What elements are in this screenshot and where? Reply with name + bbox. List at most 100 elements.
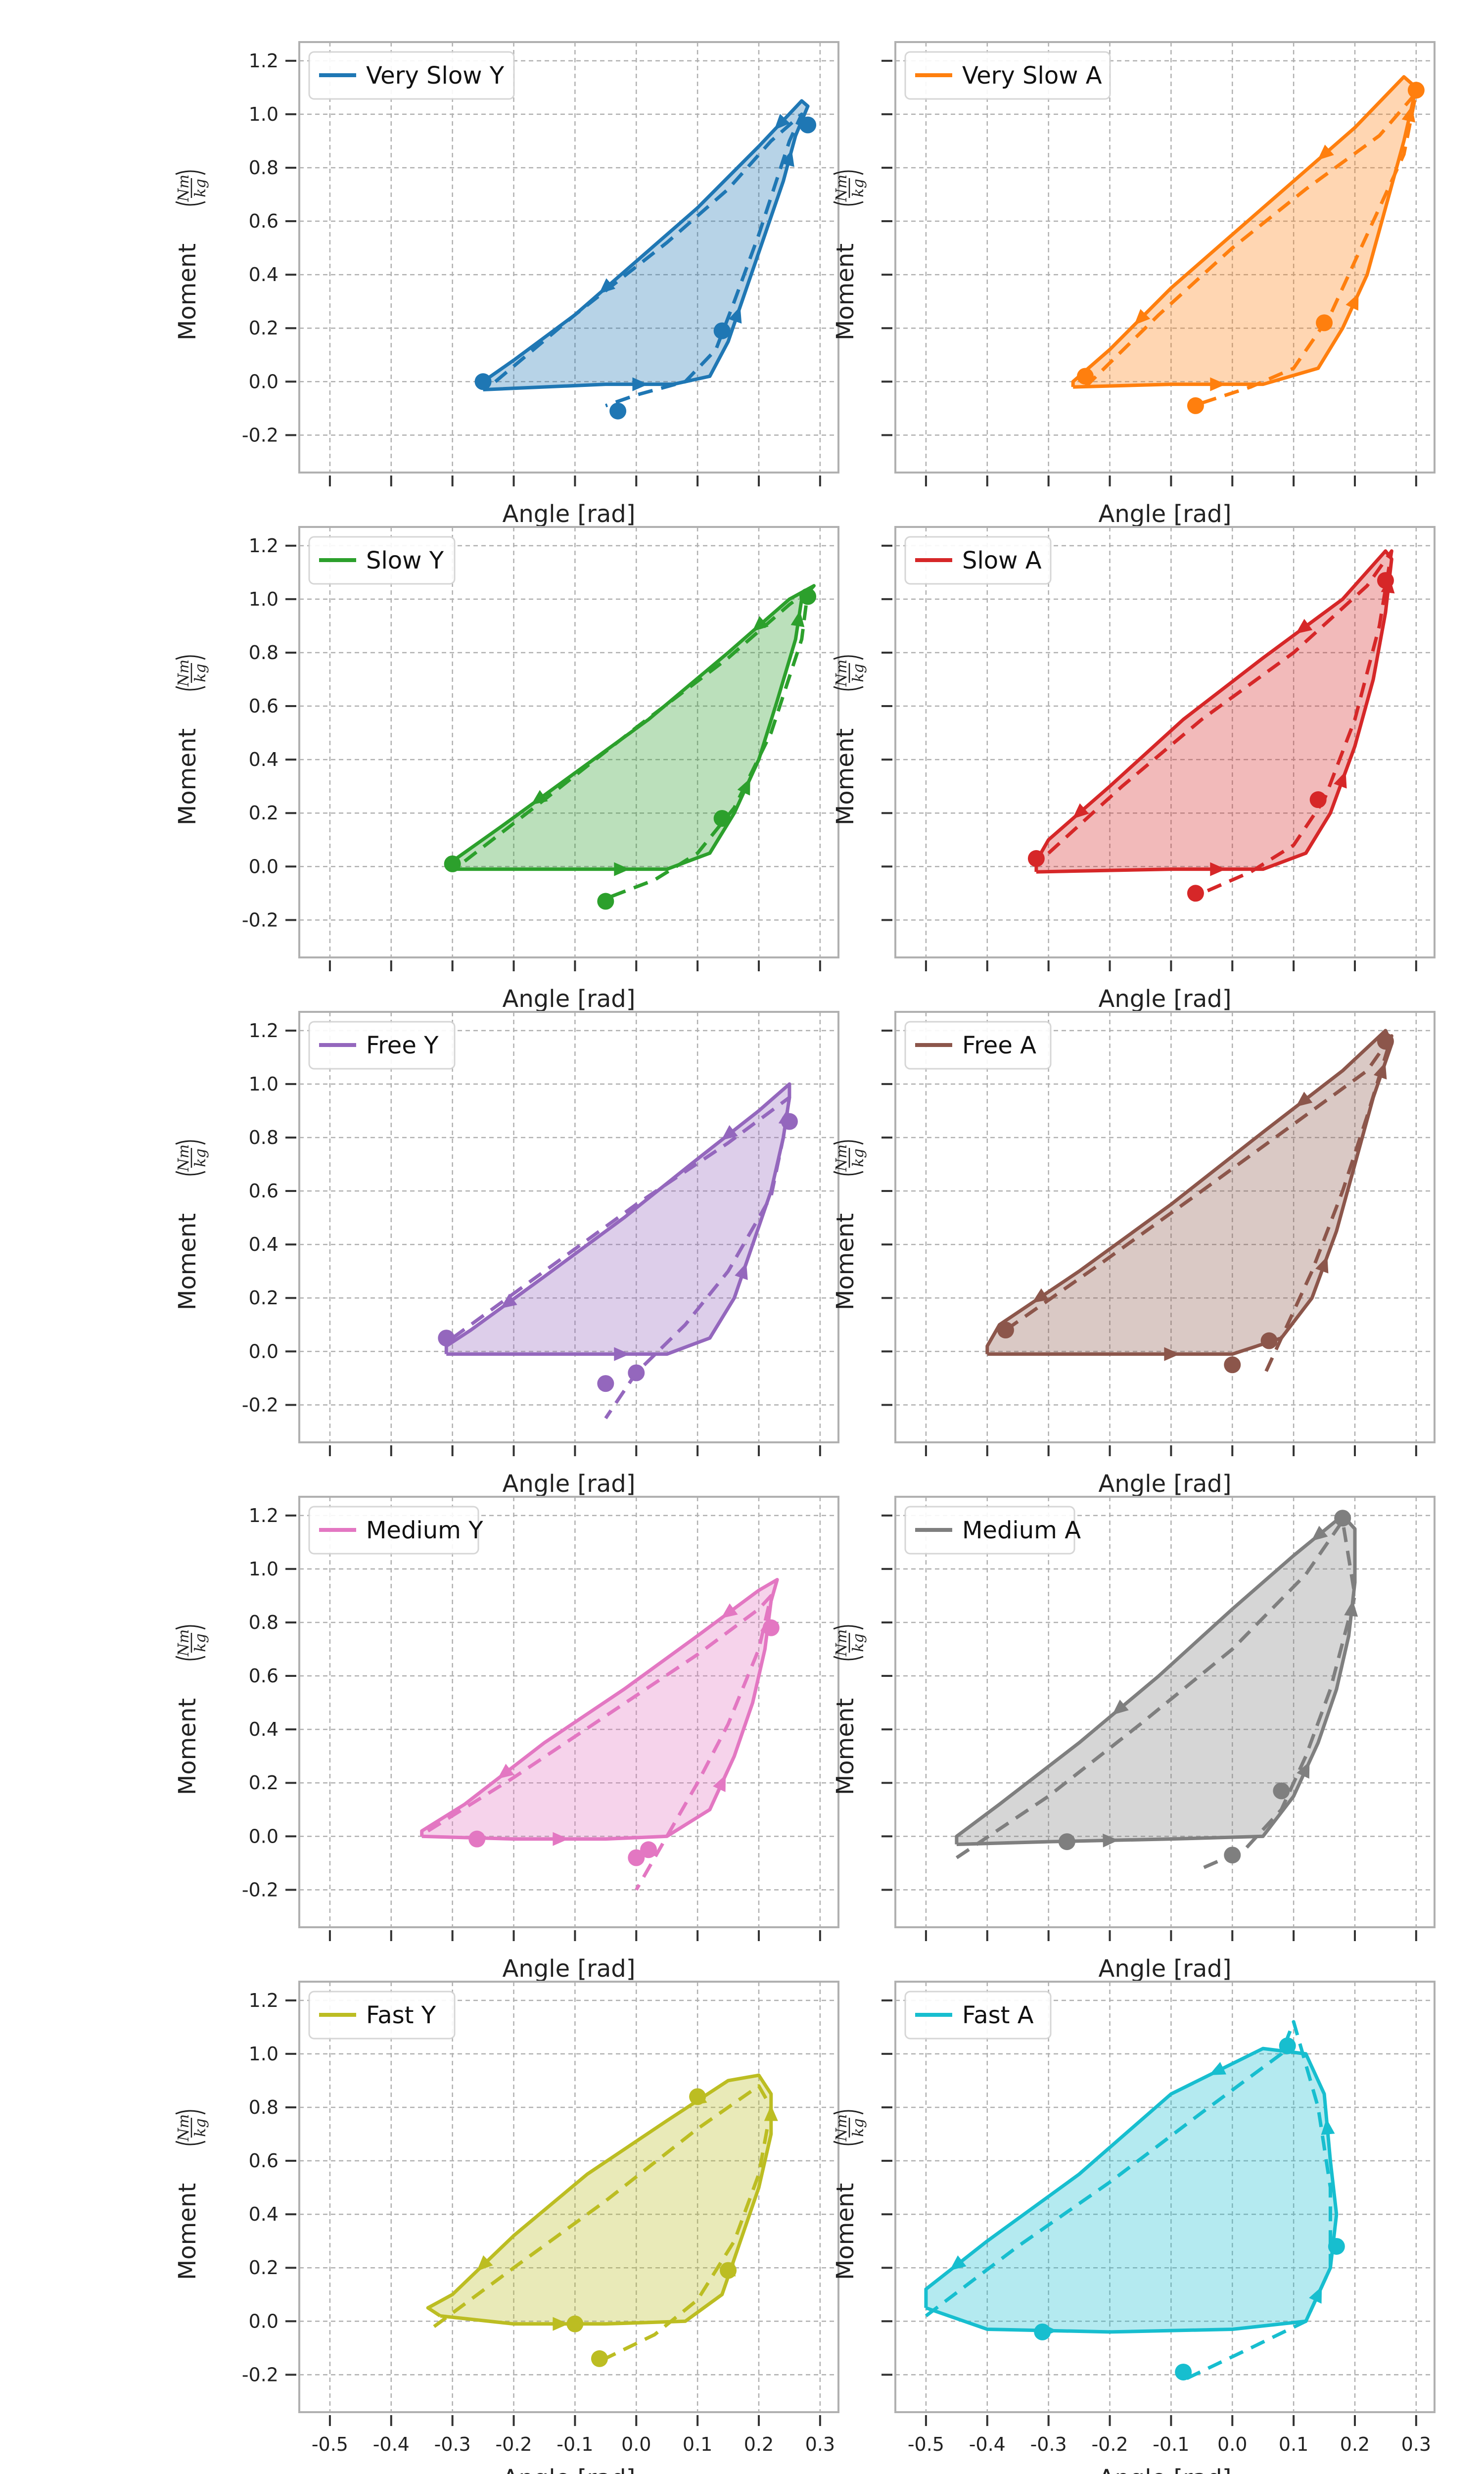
direction-arrow xyxy=(553,2317,569,2331)
y-unit-bracket-right xyxy=(833,1140,864,1145)
legend-box xyxy=(904,1991,1052,2040)
y-unit-bracket-right xyxy=(833,655,864,660)
y-axis-label-text: Moment xyxy=(832,728,859,825)
y-unit-bracket-right xyxy=(175,655,206,660)
y-axis-label: Moment Nm kg xyxy=(174,655,209,825)
event-marker-3 xyxy=(1377,572,1394,589)
legend-box xyxy=(308,1021,456,1070)
y-unit-bracket-left xyxy=(833,1171,864,1176)
x-tick-label: 0.3 xyxy=(805,2433,835,2455)
dashed-line xyxy=(427,1594,773,1891)
x-axis-label: Angle [rad] xyxy=(1099,500,1232,528)
event-marker-2 xyxy=(1273,1782,1290,1800)
plot-frame xyxy=(894,1496,1436,1928)
y-tick-label: -0.2 xyxy=(242,1394,278,1416)
y-tick-label: 0.8 xyxy=(249,1612,278,1633)
y-unit-numerator: Nm xyxy=(833,2114,850,2142)
direction-arrow xyxy=(614,1347,630,1361)
event-marker-3 xyxy=(799,588,817,605)
x-axis-label: Angle [rad] xyxy=(503,1470,636,1498)
event-marker-1 xyxy=(566,2315,584,2332)
y-tick-label: 1.2 xyxy=(249,535,278,557)
y-tick-label: 1.0 xyxy=(249,103,278,125)
y-unit-bracket-right xyxy=(175,1140,206,1145)
y-unit-bracket-left xyxy=(175,1171,206,1176)
x-tick-label: -0.2 xyxy=(1091,2433,1128,2455)
legend-box xyxy=(308,51,515,100)
y-unit-bracket-left xyxy=(175,1656,206,1661)
y-tick-label: 1.2 xyxy=(249,1990,278,2011)
direction-arrow xyxy=(1296,618,1313,634)
legend-label: Free A xyxy=(962,1032,1036,1059)
dashed-line xyxy=(925,2020,1332,2382)
legend-label: Fast Y xyxy=(366,2001,436,2029)
event-marker-3 xyxy=(1377,1033,1394,1050)
legend-label: Free Y xyxy=(366,1032,439,1059)
y-tick-label: 1.0 xyxy=(249,1073,278,1095)
y-unit-denominator: kg xyxy=(850,664,867,682)
direction-arrow xyxy=(1134,309,1151,326)
y-unit-denominator: kg xyxy=(192,1148,209,1167)
x-axis-label: Angle [rad] xyxy=(1099,985,1232,1013)
x-axis-label: Angle [rad] xyxy=(1099,2465,1232,2474)
plot-frame xyxy=(298,1011,839,1443)
subplot-10: -0.5 -0.4 -0.3 -0.2 -0.1 0.0 0.1 0.2 0.3 Angle [r… xyxy=(832,1981,1436,2474)
event-marker-4 xyxy=(1187,885,1204,902)
y-tick-label: 0.6 xyxy=(249,210,278,232)
subplot-1: -0.2 0.0 0.2 0.4 0.6 0.8 1.0 1.2 Angle [rad] Mome… xyxy=(174,41,839,528)
plot-frame xyxy=(894,41,1436,474)
y-unit-numerator: Nm xyxy=(833,660,850,687)
direction-arrow xyxy=(1317,144,1334,160)
y-tick-label: 0.4 xyxy=(249,2203,278,2225)
loop-line xyxy=(955,1514,1357,1846)
y-unit-denominator: kg xyxy=(850,179,867,197)
event-marker-1 xyxy=(1058,1833,1075,1851)
event-marker-3 xyxy=(1279,2037,1296,2054)
event-marker-3 xyxy=(799,116,817,134)
x-tick-label: 0.0 xyxy=(621,2433,651,2455)
plot-frame xyxy=(894,1011,1436,1443)
y-unit-bracket-right xyxy=(833,2110,864,2115)
y-tick-label: -0.2 xyxy=(242,909,278,931)
direction-arrow xyxy=(764,2105,778,2121)
direction-arrow xyxy=(1210,862,1226,876)
loop-line xyxy=(420,1578,779,1841)
y-unit-bracket-right xyxy=(175,2110,206,2115)
direction-arrow xyxy=(721,1125,738,1141)
y-axis-label-text: Moment xyxy=(832,2183,859,2280)
event-marker-1 xyxy=(444,855,461,872)
x-axis-label: Angle [rad] xyxy=(503,500,636,528)
plot-frame xyxy=(298,41,839,474)
legend-label: Medium A xyxy=(962,1517,1081,1544)
y-tick-label: 1.2 xyxy=(249,1505,278,1526)
y-tick-label: 0.0 xyxy=(249,1825,278,1847)
y-axis-label-text: Moment xyxy=(174,728,201,825)
event-marker-4 xyxy=(597,893,614,910)
y-tick-label: 0.2 xyxy=(249,1287,278,1309)
x-tick-label: 0.2 xyxy=(1340,2433,1370,2455)
y-tick-label: 0.0 xyxy=(249,2310,278,2332)
y-unit-denominator: kg xyxy=(192,1633,209,1652)
y-axis-label: Moment Nm kg xyxy=(832,1625,867,1795)
y-unit-numerator: Nm xyxy=(833,175,850,202)
direction-arrow xyxy=(1309,2286,1322,2304)
y-unit-numerator: Nm xyxy=(175,660,192,687)
event-marker-2 xyxy=(713,322,731,339)
x-tick-label: 0.3 xyxy=(1401,2433,1431,2455)
y-axis-label: Moment Nm kg xyxy=(832,655,867,825)
plot-frame xyxy=(894,1981,1436,2413)
subplot-4: Angle [rad] Moment Nm kg Slow A xyxy=(832,526,1436,1013)
y-unit-bracket-right xyxy=(175,170,206,175)
y-unit-denominator: kg xyxy=(850,1148,867,1167)
plot-frame xyxy=(298,1981,839,2413)
y-unit-numerator: Nm xyxy=(175,175,192,202)
legend-box xyxy=(904,536,1052,585)
y-axis-label: Moment Nm kg xyxy=(832,2110,867,2280)
event-marker-3 xyxy=(1407,82,1425,99)
legend-label: Slow A xyxy=(962,547,1042,574)
y-axis-label-text: Moment xyxy=(174,1213,201,1310)
y-tick-label: 1.0 xyxy=(249,588,278,610)
x-tick-label: 0.0 xyxy=(1217,2433,1247,2455)
direction-arrow xyxy=(1164,1347,1180,1361)
direction-arrow xyxy=(735,1263,748,1280)
